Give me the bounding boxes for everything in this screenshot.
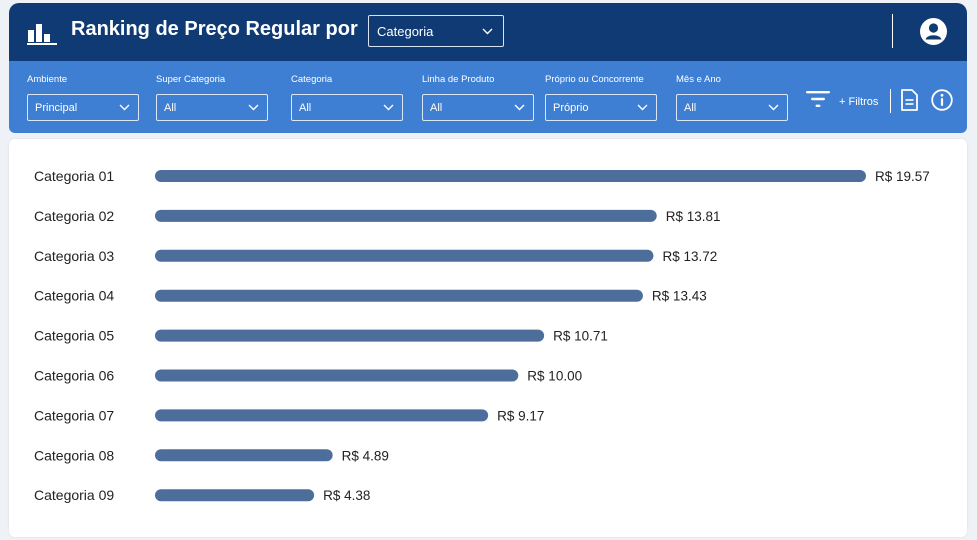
bar[interactable] — [155, 409, 489, 422]
filter-value: All — [430, 102, 443, 114]
category-label: Categoria 05 — [34, 328, 114, 344]
chevron-down-icon — [119, 104, 130, 111]
bar[interactable] — [155, 289, 643, 302]
category-label: Categoria 09 — [34, 487, 114, 503]
filter-bar: Ambiente Principal Super Categoria All C… — [9, 61, 967, 133]
chevron-down-icon — [248, 104, 259, 111]
filter-categoria-select[interactable]: All — [291, 94, 403, 121]
filter-super-categoria-select[interactable]: All — [156, 94, 268, 121]
category-label: Categoria 08 — [34, 447, 114, 463]
more-filters-button[interactable]: + Filtros — [839, 96, 879, 108]
category-label: Categoria 01 — [34, 168, 114, 184]
category-label: Categoria 04 — [34, 288, 114, 304]
filter-label: Ambiente — [27, 74, 68, 85]
value-label: R$ 4.38 — [323, 488, 370, 503]
user-avatar-icon[interactable] — [920, 18, 947, 45]
dimension-select-value: Categoria — [377, 24, 434, 39]
filter-value: All — [164, 102, 177, 114]
filter-icon[interactable] — [806, 90, 830, 108]
chevron-down-icon — [383, 104, 394, 111]
filter-linha-produto: Linha de Produto All — [422, 74, 534, 121]
bar[interactable] — [155, 449, 333, 462]
value-label: R$ 4.89 — [342, 448, 389, 463]
page-title: Ranking de Preço Regular por — [71, 18, 358, 40]
filter-linha-produto-select[interactable]: All — [422, 94, 534, 121]
filter-mes-ano-select[interactable]: All — [676, 94, 788, 121]
chevron-down-icon — [768, 104, 779, 111]
filter-categoria: Categoria All — [291, 74, 403, 121]
dimension-select[interactable]: Categoria — [368, 15, 504, 47]
bar[interactable] — [155, 170, 866, 182]
filter-proprio-concorrente: Próprio ou Concorrente Próprio — [545, 74, 657, 121]
filter-value: All — [684, 102, 697, 114]
value-label: R$ 10.00 — [527, 369, 582, 384]
filter-value: Principal — [35, 102, 78, 114]
filter-value: All — [299, 102, 312, 114]
bar[interactable] — [155, 369, 519, 382]
filter-label: Mês e Ano — [676, 74, 721, 85]
document-icon[interactable] — [900, 89, 919, 111]
header-divider — [892, 14, 893, 48]
filter-ambiente-select[interactable]: Principal — [27, 94, 139, 121]
bar[interactable] — [155, 249, 654, 262]
filter-mes-ano: Mês e Ano All — [676, 74, 788, 121]
filter-label: Linha de Produto — [422, 74, 495, 85]
value-label: R$ 9.17 — [497, 408, 544, 423]
filter-divider — [890, 89, 891, 113]
chevron-down-icon — [637, 104, 648, 111]
app-frame: Ranking de Preço Regular por Categoria A… — [9, 3, 967, 538]
filter-label: Próprio ou Concorrente — [545, 74, 644, 85]
chevron-down-icon — [514, 104, 525, 111]
category-label: Categoria 06 — [34, 368, 114, 384]
header: Ranking de Preço Regular por Categoria — [9, 3, 967, 61]
value-label: R$ 13.43 — [652, 289, 707, 304]
chart-card: Categoria 01 R$ 19.57 Categoria 02 R$ 13.81… — [9, 139, 967, 537]
chevron-down-icon — [482, 28, 493, 35]
bar-chart-icon — [27, 24, 57, 45]
filter-ambiente: Ambiente Principal — [27, 74, 139, 121]
filter-label: Categoria — [291, 74, 333, 85]
value-label: R$ 10.71 — [553, 329, 608, 344]
filter-proprio-concorrente-select[interactable]: Próprio — [545, 94, 657, 121]
category-label: Categoria 07 — [34, 407, 114, 423]
bar-chart: Categoria 01 R$ 19.57 Categoria 02 R$ 13.81… — [34, 168, 930, 503]
value-label: R$ 13.81 — [666, 209, 721, 224]
bar[interactable] — [155, 209, 657, 222]
value-label: R$ 13.72 — [662, 249, 717, 264]
bar[interactable] — [155, 489, 315, 502]
filter-super-categoria: Super Categoria All — [156, 74, 268, 121]
value-label: R$ 19.57 — [875, 169, 930, 184]
category-label: Categoria 02 — [34, 208, 114, 224]
info-icon[interactable] — [931, 89, 953, 111]
filter-value: Próprio — [553, 102, 589, 114]
filter-label: Super Categoria — [156, 74, 226, 85]
category-label: Categoria 03 — [34, 248, 114, 264]
bar[interactable] — [155, 329, 545, 342]
